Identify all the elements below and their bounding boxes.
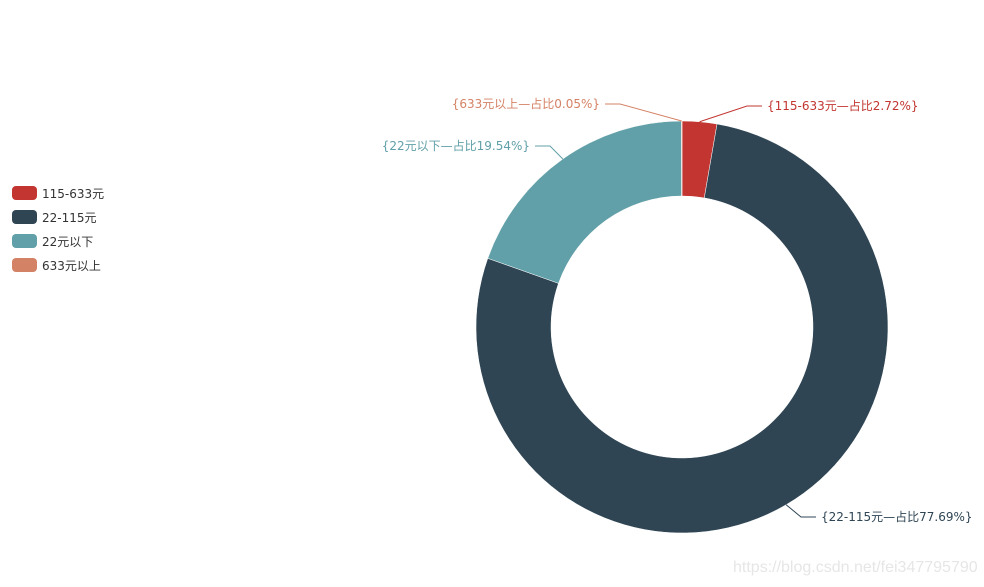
- label-line: [699, 105, 762, 123]
- legend-label: 22-115元: [42, 210, 97, 225]
- legend-swatch: [12, 258, 37, 272]
- legend: 115-633元 22-115元 22元以下 633元以上: [12, 181, 104, 277]
- legend-item[interactable]: 115-633元: [12, 181, 104, 205]
- legend-item[interactable]: 22元以下: [12, 229, 104, 253]
- legend-swatch: [12, 234, 37, 248]
- slice-label: {633元以上—占比0.05%}: [452, 96, 600, 111]
- legend-label: 633元以上: [42, 258, 101, 273]
- legend-item[interactable]: 22-115元: [12, 205, 104, 229]
- slice-3[interactable]: [681, 120, 683, 197]
- slice-label: {22-115元—占比77.69%}: [821, 509, 973, 524]
- legend-swatch: [12, 186, 37, 200]
- label-line: [535, 145, 564, 160]
- slice-label: {115-633元—占比2.72%}: [767, 98, 919, 113]
- slice-1[interactable]: [475, 123, 889, 534]
- legend-swatch: [12, 210, 37, 224]
- label-line: [605, 103, 682, 122]
- slice-2[interactable]: [487, 120, 682, 284]
- legend-label: 115-633元: [42, 186, 105, 201]
- label-line: [785, 504, 816, 518]
- watermark: https://blog.csdn.net/fei347795790: [733, 559, 978, 576]
- legend-item[interactable]: 633元以上: [12, 253, 104, 277]
- legend-label: 22元以下: [42, 234, 94, 249]
- slice-label: {22元以下—占比19.54%}: [382, 138, 530, 153]
